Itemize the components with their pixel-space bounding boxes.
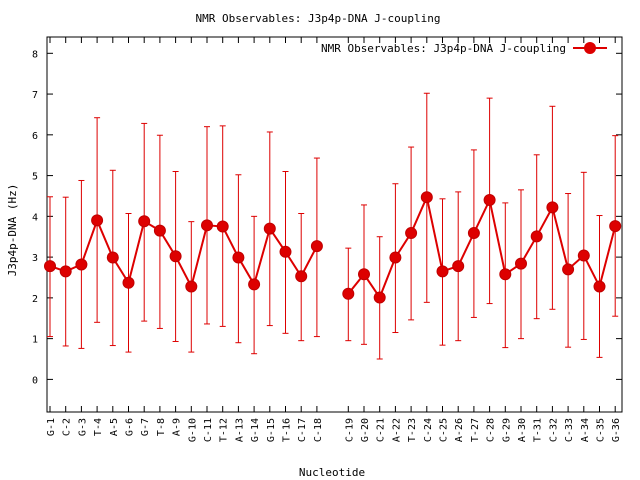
data-point	[232, 251, 245, 264]
y-axis-label: J3p4p-DNA (Hz)	[6, 184, 19, 277]
plot-border	[46, 36, 623, 413]
data-point	[593, 280, 606, 293]
x-tick-label: A-22	[391, 418, 402, 442]
data-point	[420, 191, 433, 204]
data-point	[44, 260, 56, 273]
data-point	[75, 258, 88, 271]
legend-label: NMR Observables: J3p4p-DNA J-coupling	[321, 42, 566, 55]
x-tick-label: C-24	[423, 418, 434, 442]
x-tick-label: C-25	[439, 418, 450, 442]
x-tick-label: C-19	[344, 418, 355, 442]
x-tick-label: C-33	[564, 418, 575, 442]
plot-frame	[46, 36, 623, 413]
series-segment	[49, 217, 318, 290]
x-axis-label: Nucleotide	[299, 466, 365, 479]
data-point	[373, 291, 386, 304]
data-point	[436, 265, 449, 278]
y-tick-label: 7	[32, 90, 38, 101]
data-point	[310, 240, 323, 253]
data-point	[169, 250, 182, 263]
x-tick-label: C-2	[62, 418, 73, 436]
y-tick-label: 2	[32, 294, 38, 305]
y-tick-label: 0	[32, 375, 38, 386]
data-point	[546, 201, 559, 214]
x-tick-label: A-13	[234, 418, 245, 442]
error-bars	[47, 92, 619, 360]
data-point	[216, 220, 229, 233]
y-tick-label: 5	[32, 172, 38, 183]
data-point	[185, 280, 198, 293]
data-point	[405, 227, 418, 240]
x-tick-label: G-10	[187, 418, 198, 442]
data-point	[342, 287, 355, 300]
x-tick-label: G-15	[266, 418, 277, 442]
data-point	[452, 260, 465, 273]
data-point	[483, 194, 496, 207]
series-segment	[347, 193, 617, 300]
legend-swatch-marker	[584, 42, 596, 54]
y-tick-label: 1	[32, 335, 38, 346]
data-point	[263, 222, 276, 235]
data-point	[577, 249, 590, 262]
chart-title: NMR Observables: J3p4p-DNA J-coupling	[195, 12, 440, 25]
data-point	[153, 224, 166, 237]
x-tick-label: T-12	[219, 418, 230, 442]
data-point	[358, 268, 370, 281]
legend: NMR Observables: J3p4p-DNA J-coupling	[321, 42, 607, 55]
series-line	[49, 193, 617, 300]
x-tick-label: T-8	[156, 418, 167, 436]
x-tick-label: G-7	[140, 418, 151, 436]
x-axis: G-1 C-2 G-3 T-4 A-5 G-6 G-7 T-8 A-9 G-10 C-11 T-12 A…	[46, 37, 622, 442]
data-point	[295, 270, 308, 283]
data-point	[201, 219, 213, 232]
data-point	[91, 214, 104, 227]
y-tick-label: 3	[32, 253, 38, 264]
x-tick-label: A-30	[517, 418, 528, 442]
x-tick-label: T-16	[282, 418, 293, 442]
x-tick-label: G-3	[77, 418, 88, 436]
data-point	[562, 263, 575, 276]
data-point	[122, 276, 135, 289]
x-tick-label: G-1	[46, 418, 57, 436]
data-point	[499, 268, 512, 281]
data-point	[248, 278, 261, 291]
x-tick-label: T-27	[470, 418, 481, 442]
x-tick-label: T-4	[93, 418, 104, 436]
x-tick-label: G-14	[250, 418, 261, 442]
x-tick-label: C-32	[548, 418, 559, 442]
x-tick-label: A-5	[109, 418, 120, 436]
data-point	[279, 245, 292, 258]
data-point	[106, 251, 119, 264]
y-tick-label: 4	[32, 212, 38, 223]
data-point	[138, 215, 151, 228]
y-tick-label: 8	[32, 49, 38, 60]
x-tick-label: C-21	[376, 418, 387, 442]
x-tick-label: C-17	[297, 418, 308, 442]
data-point	[609, 220, 622, 233]
x-tick-label: C-11	[203, 418, 214, 442]
data-point	[530, 230, 543, 243]
x-tick-label: G-36	[611, 418, 622, 442]
x-tick-label: A-9	[172, 418, 183, 436]
x-tick-label: G-20	[360, 418, 371, 442]
data-point	[515, 257, 527, 270]
x-tick-label: C-28	[486, 418, 497, 442]
data-point	[389, 251, 402, 264]
x-tick-label: C-35	[596, 418, 607, 442]
x-tick-label: C-18	[313, 418, 324, 442]
x-tick-label: A-34	[580, 418, 591, 442]
x-tick-label: A-26	[454, 418, 465, 442]
x-tick-label: T-23	[407, 418, 418, 442]
data-point	[59, 265, 72, 278]
x-tick-label: T-31	[533, 418, 544, 442]
x-tick-label: G-29	[501, 418, 512, 442]
x-tick-label: G-6	[125, 418, 136, 436]
data-points	[44, 191, 622, 304]
y-tick-label: 6	[32, 131, 38, 142]
data-point	[467, 227, 480, 240]
y-axis: 0 1 2 3 4 5 6 7 8	[32, 49, 622, 386]
